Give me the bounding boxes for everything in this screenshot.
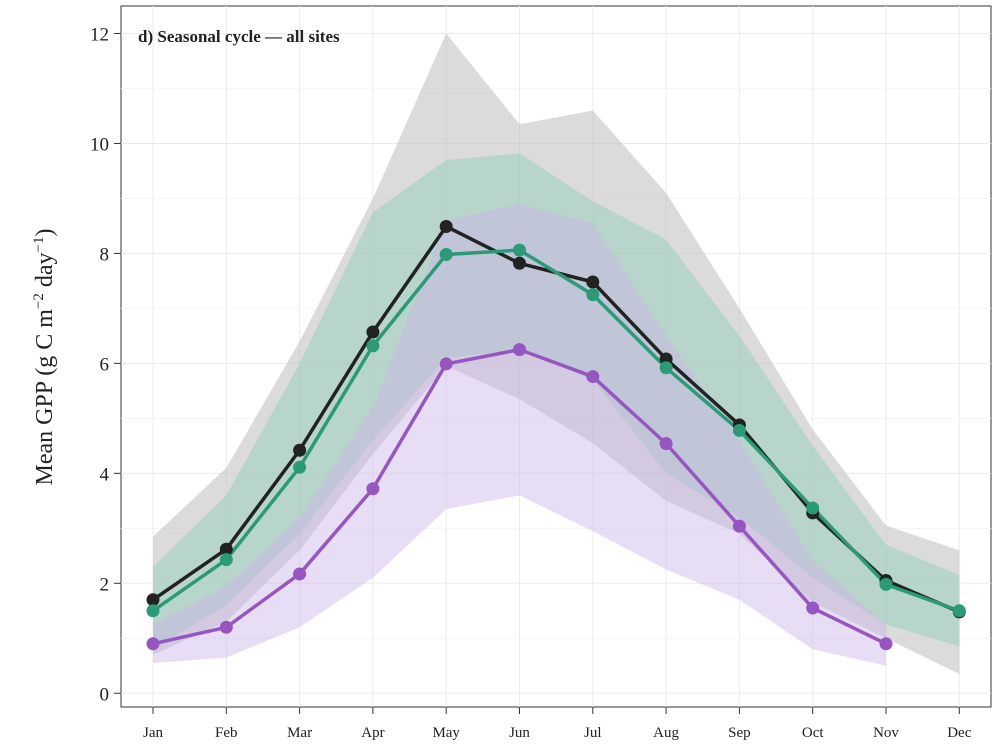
- y-tick-label: 6: [100, 354, 110, 375]
- uncertainty-band: [153, 153, 960, 650]
- data-point: [219, 553, 233, 567]
- y-tick-label: 10: [90, 134, 109, 155]
- data-point: [366, 339, 380, 353]
- data-point: [146, 637, 160, 651]
- series-line: [151, 248, 962, 613]
- uncertainty-bands: [153, 33, 960, 675]
- y-axis-ticks: 0 2 4 6 8 10 12: [90, 24, 121, 705]
- x-tick-label: Jan: [143, 725, 163, 741]
- y-tick-label: 12: [90, 24, 109, 45]
- x-tick-label: Feb: [215, 725, 238, 741]
- y-axis-label-sup1: −2: [31, 293, 47, 309]
- data-point: [586, 275, 600, 289]
- x-tick-label: Apr: [361, 725, 384, 741]
- y-tick-label: 0: [100, 684, 110, 705]
- data-point: [219, 542, 233, 556]
- data-point: [146, 604, 160, 618]
- data-point: [366, 325, 380, 339]
- data-point: [659, 361, 673, 375]
- x-tick-label: Aug: [653, 725, 679, 741]
- data-point: [586, 370, 600, 384]
- data-point: [366, 482, 380, 496]
- y-axis-label-sup2: −1: [31, 236, 47, 252]
- chart-title: d) Seasonal cycle — all sites: [138, 27, 340, 46]
- x-tick-label: Jun: [509, 725, 530, 741]
- data-point: [146, 593, 160, 607]
- data-point: [293, 567, 307, 581]
- uncertainty-band: [153, 33, 960, 675]
- data-point: [879, 637, 893, 651]
- data-point: [513, 343, 526, 357]
- uncertainty-band: [153, 203, 886, 666]
- data-point: [513, 243, 526, 257]
- data-point: [806, 501, 820, 515]
- data-point: [439, 357, 453, 371]
- data-point: [293, 443, 307, 457]
- y-tick-label: 2: [100, 574, 110, 595]
- x-tick-label: Oct: [802, 725, 824, 741]
- x-tick-label: Mar: [287, 725, 312, 741]
- x-axis-ticks: Jan Feb Mar Apr May Jun Jul Aug Sep Oct Nov Dec: [143, 707, 972, 741]
- data-point: [732, 519, 746, 533]
- data-point: [439, 219, 453, 233]
- x-tick-label: Dec: [947, 725, 971, 741]
- x-tick-label: Sep: [728, 725, 751, 741]
- series-points: [146, 219, 966, 651]
- y-axis-label: Mean GPP (g C m−2 day−1): [31, 228, 58, 485]
- data-point: [513, 256, 526, 270]
- x-tick-label: Jul: [584, 725, 602, 741]
- y-tick-label: 8: [100, 244, 110, 265]
- data-point: [659, 437, 673, 451]
- data-point: [732, 423, 746, 437]
- data-point: [879, 577, 893, 591]
- data-point: [219, 620, 233, 634]
- data-point: [806, 601, 820, 615]
- data-point: [293, 460, 307, 474]
- y-tick-label: 4: [100, 464, 110, 485]
- data-point: [952, 604, 966, 618]
- x-tick-label: May: [432, 725, 460, 741]
- data-point: [586, 288, 600, 302]
- data-point: [439, 248, 453, 262]
- x-tick-label: Nov: [873, 725, 899, 741]
